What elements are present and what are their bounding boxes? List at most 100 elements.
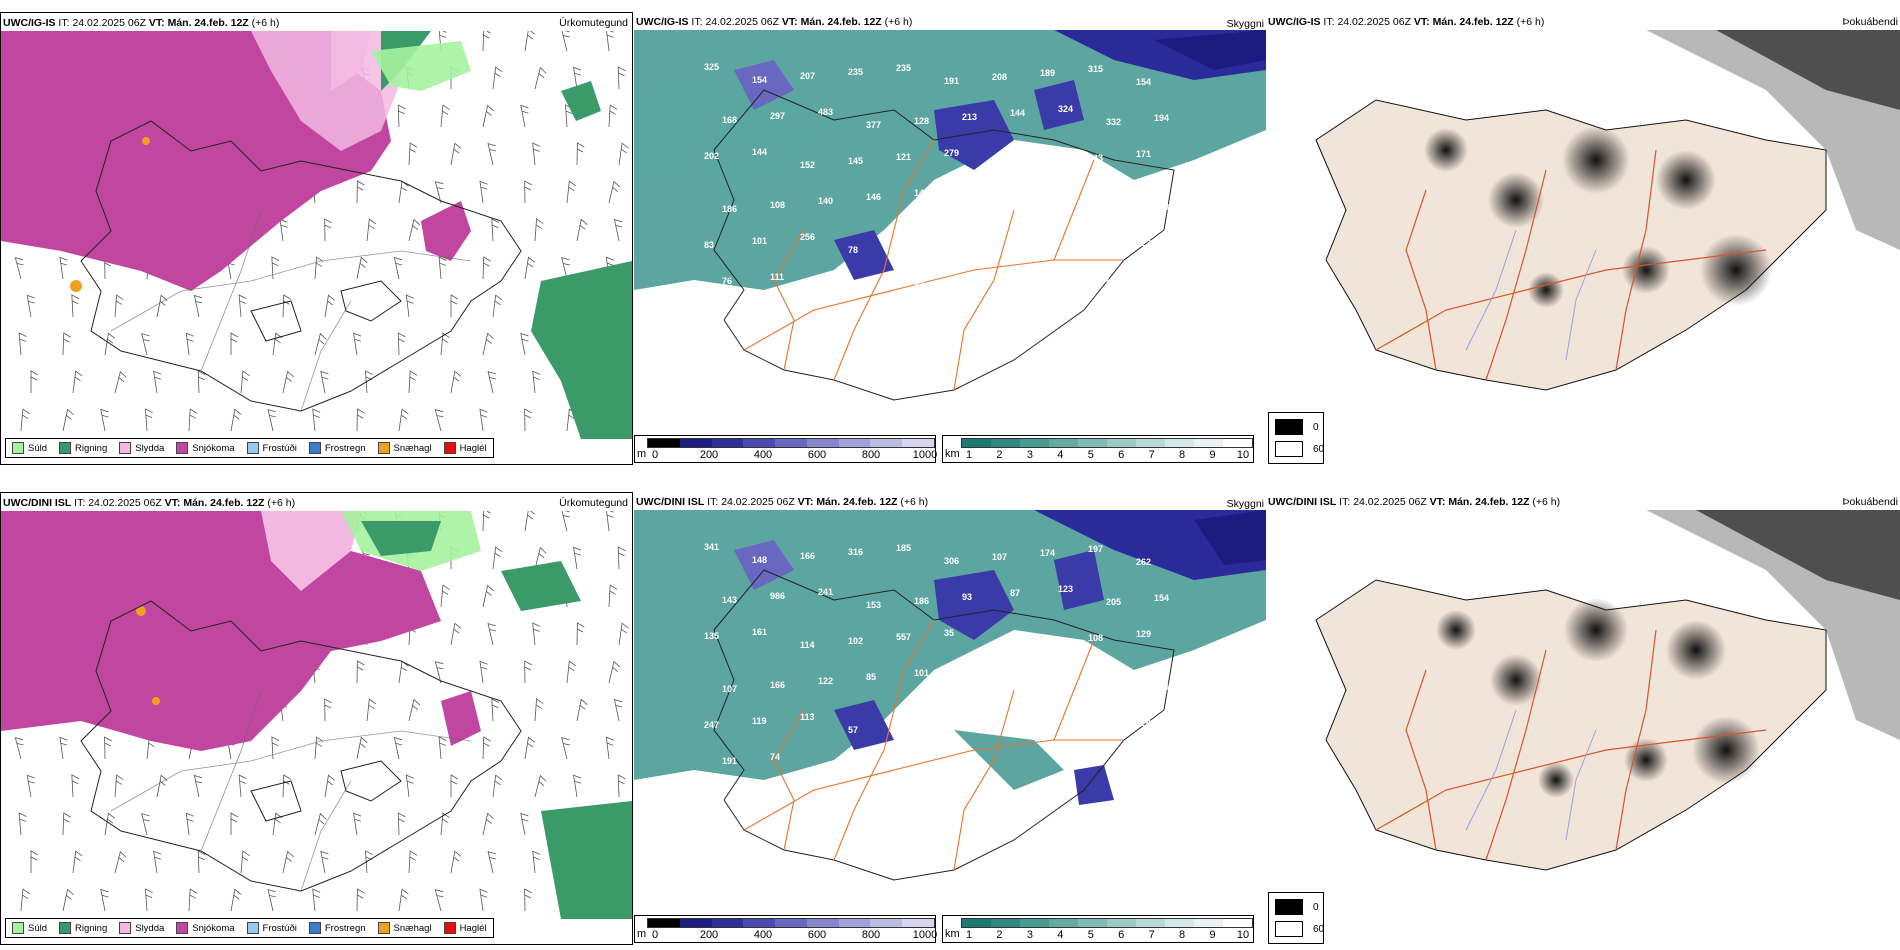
cloud-base-value: 145 — [848, 156, 863, 166]
cloud-base-value: 247 — [704, 720, 719, 730]
snow-area — [1, 31, 632, 439]
colorbar-cell — [648, 919, 680, 927]
wind-barb — [408, 698, 421, 722]
wind-barb — [532, 622, 541, 646]
wind-barb — [524, 31, 535, 52]
colorbar-tick-label: 6 — [1118, 929, 1125, 941]
legend-item: Slydda — [119, 442, 164, 454]
colorbar-cell — [679, 919, 712, 927]
wind-barb — [492, 66, 503, 90]
cloud-base-value: 76 — [722, 276, 732, 286]
wind-barb — [356, 660, 365, 684]
iceland-outline — [713, 89, 1175, 401]
wind-barb — [320, 850, 329, 874]
wind-barb — [532, 142, 541, 166]
panel-header: UWC/IG-IS IT: 24.02.2025 06Z VT: Mán. 24… — [3, 17, 279, 29]
colorbar-tick-label: 2 — [996, 929, 1003, 941]
wind-barb — [314, 736, 324, 760]
cloud-base-value: 191 — [722, 756, 737, 766]
wind-barb — [491, 698, 500, 722]
it-label: IT: — [1323, 16, 1335, 28]
legend-swatch — [443, 442, 456, 454]
wind-barb — [434, 409, 444, 432]
wind-barb — [114, 850, 127, 874]
cloud-base-value: 83 — [992, 713, 1002, 723]
wind-barb — [561, 257, 570, 280]
wind-barb — [482, 584, 494, 608]
wind-barb — [145, 408, 153, 432]
legend-label: Frostregn — [324, 922, 366, 934]
wind-barb — [605, 736, 614, 760]
cloud-base-value: 237 — [1010, 197, 1025, 207]
wind-barb — [188, 888, 198, 912]
colorbar-cell — [806, 919, 839, 927]
wind-barb — [561, 31, 570, 52]
colorbar-cell — [1020, 919, 1049, 927]
cloud-base-value: 101 — [752, 236, 767, 246]
wind-barb — [14, 737, 24, 760]
wind-barb — [576, 142, 585, 166]
wind-barb — [434, 181, 444, 204]
legend-item: Haglél — [443, 922, 487, 934]
cloud-base-patches — [734, 60, 1084, 280]
colorbar-cell — [711, 919, 744, 927]
colorbar-cell — [902, 439, 935, 447]
cloud-base-value: 377 — [866, 120, 881, 130]
cloud-base-value: 332 — [1106, 117, 1121, 127]
wind-barb — [534, 698, 544, 722]
panel-title: Úrkomutegund — [559, 497, 628, 509]
wind-barb — [573, 66, 582, 90]
cloud-base-value: 24 — [1040, 726, 1050, 736]
wind-barb — [230, 408, 242, 432]
cloud-base-value: 119 — [752, 716, 767, 726]
legend-swatch — [1275, 899, 1303, 915]
legend-item: Snjókoma — [176, 442, 235, 454]
legend-label: Súld — [28, 442, 48, 454]
model-name: UWC/IG-IS — [636, 16, 689, 28]
panel-title: Þokuábendi — [1842, 16, 1898, 28]
colorbar-tick-label: 800 — [861, 449, 881, 461]
wind-barb — [272, 812, 283, 836]
panel-header: UWC/DINI ISL IT: 24.02.2025 06Z VT: Mán.… — [636, 496, 928, 508]
wind-barb — [30, 850, 39, 873]
wind-barb — [617, 774, 626, 798]
wind-barb — [450, 850, 462, 874]
wind-barb — [62, 812, 71, 836]
wind-barb — [353, 812, 362, 836]
wind-barb — [114, 774, 124, 798]
wind-barb — [26, 774, 35, 798]
wind-barb — [18, 812, 27, 836]
wind-barb — [185, 812, 194, 836]
colorbar-strip — [961, 918, 1253, 928]
cloud-base-value: 123 — [1058, 584, 1073, 594]
wind-barb — [608, 584, 618, 608]
wind-barb — [492, 774, 503, 798]
cloud-base-colorbar: m 0 200 400 600 800 1000 — [634, 435, 937, 463]
colorbar-unit: km — [945, 928, 960, 940]
colorbar-cell — [962, 439, 991, 447]
wind-barb — [534, 546, 547, 570]
legend-item: 60 — [1275, 921, 1324, 937]
wind-barb — [141, 813, 150, 836]
wind-barb — [230, 812, 239, 835]
cloud-base-value: 78 — [848, 245, 858, 255]
legend-item: Frostúði — [246, 922, 297, 934]
wind-barb — [482, 31, 491, 52]
wind-barb — [282, 370, 294, 394]
legend-item: Slydda — [119, 922, 164, 934]
colorbar-cell — [870, 919, 903, 927]
model-name: UWC/DINI ISL — [636, 496, 705, 508]
cloud-base-value: 53 — [1058, 673, 1068, 683]
it-label: IT: — [74, 497, 86, 509]
wind-barb — [267, 408, 277, 432]
legend-swatch — [308, 922, 321, 934]
wind-barb — [72, 850, 83, 874]
vt-value: Mán. 24.feb. 12Z — [1432, 16, 1514, 28]
cloud-base-value: 124 — [1136, 718, 1151, 728]
cloud-base-value: 153 — [962, 201, 977, 211]
wind-barb — [566, 660, 577, 684]
cloud-base-value: 483 — [818, 107, 833, 117]
wind-barb — [618, 622, 629, 646]
panel-header: UWC/IG-IS IT: 24.02.2025 06Z VT: Mán. 24… — [636, 16, 912, 28]
legend-label: Haglél — [459, 922, 487, 934]
